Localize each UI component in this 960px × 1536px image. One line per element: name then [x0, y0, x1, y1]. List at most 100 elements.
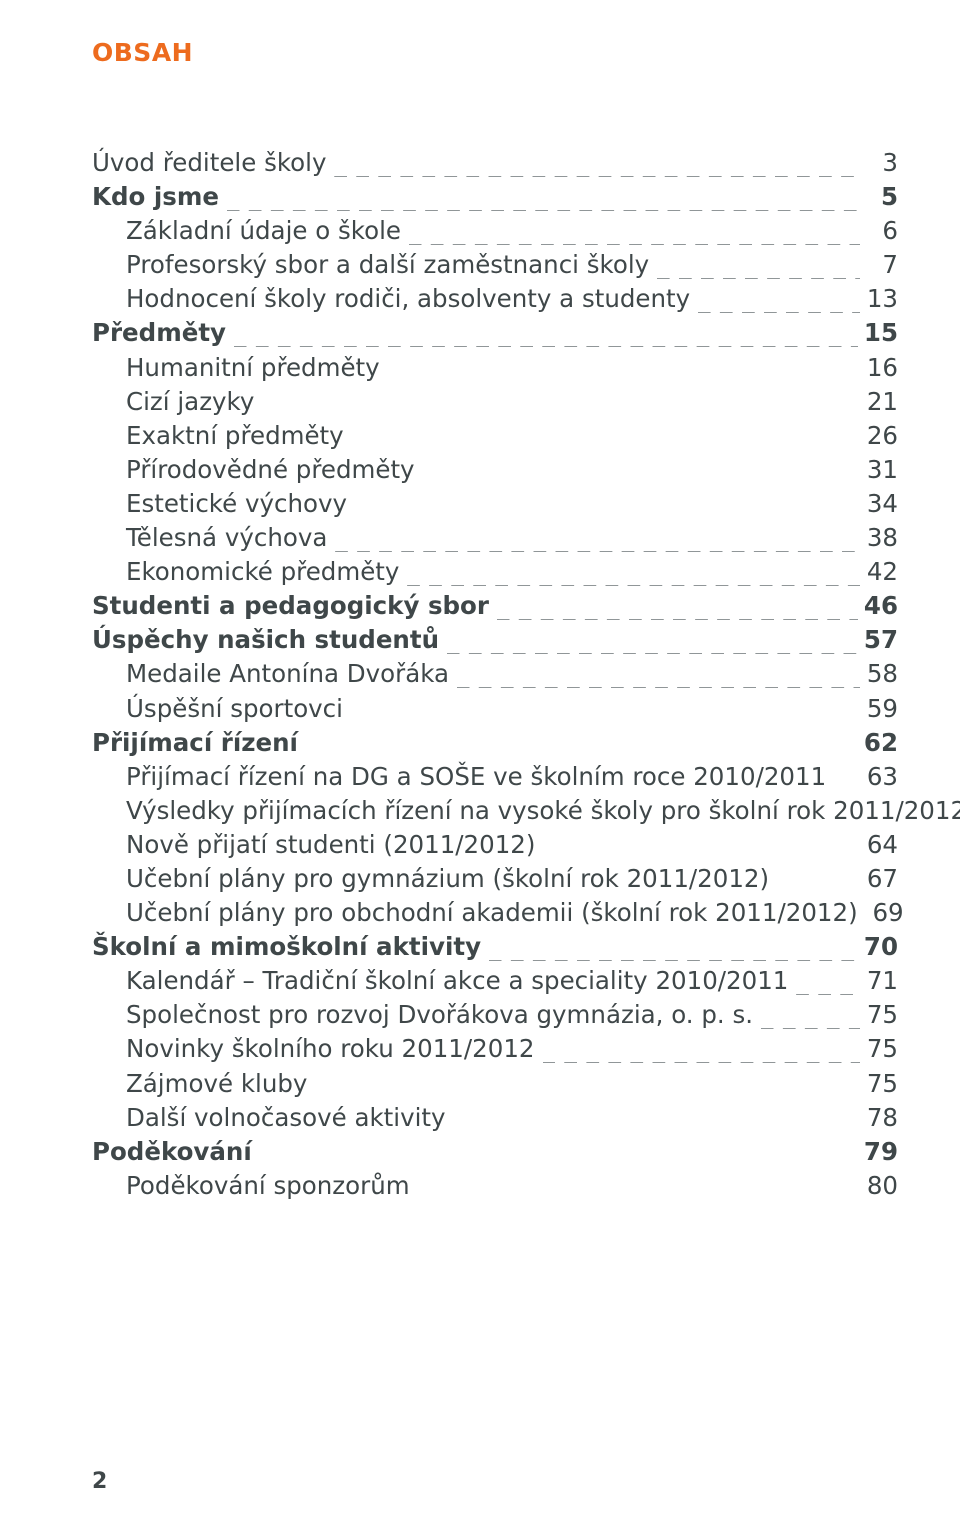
toc-row: Nově přijatí studenti (2011/2012)64 [92, 833, 898, 858]
toc-page: 71 [866, 969, 898, 994]
toc-row: Kdo jsme 5 [92, 185, 898, 210]
toc-label: Kalendář – Tradiční školní akce a specia… [126, 969, 788, 994]
toc-label: Další volnočasové aktivity [126, 1106, 445, 1131]
toc-leader [543, 1038, 861, 1063]
toc-row: Medaile Antonína Dvořáka 58 [92, 662, 898, 687]
toc-page: 5 [866, 185, 898, 210]
toc-page: 26 [866, 424, 898, 449]
toc-leader [388, 357, 860, 382]
toc-label: Úvod ředitele školy [92, 151, 326, 176]
toc-page: 62 [864, 731, 898, 756]
page-number: 2 [92, 1469, 107, 1494]
toc-row: Učební plány pro obchodní akademii (škol… [92, 901, 898, 926]
toc-page: 64 [866, 833, 898, 858]
toc-leader [834, 766, 860, 791]
toc-label: Medaile Antonína Dvořáka [126, 662, 449, 687]
toc-leader [497, 595, 858, 620]
toc-page: 34 [866, 492, 898, 517]
toc-title: OBSAH [92, 38, 898, 67]
toc-label: Školní a mimoškolní aktivity [92, 935, 481, 960]
toc-leader [351, 698, 860, 723]
toc-label: Studenti a pedagogický sbor [92, 594, 489, 619]
toc-label: Přírodovědné předměty [126, 458, 415, 483]
toc-label: Učební plány pro obchodní akademii (škol… [126, 901, 858, 926]
toc-label: Předměty [92, 321, 226, 346]
toc-label: Základní údaje o škole [126, 219, 401, 244]
toc-row: Novinky školního roku 2011/201275 [92, 1037, 898, 1062]
toc-label: Společnost pro rozvoj Dvořákova gymnázia… [126, 1003, 753, 1028]
toc-label: Zájmové kluby [126, 1072, 307, 1097]
toc-page: 75 [866, 1003, 898, 1028]
toc-page: 58 [866, 662, 898, 687]
toc-row: Humanitní předměty16 [92, 356, 898, 381]
toc-label: Úspěchy našich studentů [92, 628, 439, 653]
toc-page: 80 [866, 1174, 898, 1199]
toc-page: 70 [864, 935, 898, 960]
toc-page: 59 [866, 697, 898, 722]
toc-row: Přijímací řízení62 [92, 731, 898, 756]
toc-leader [262, 391, 860, 416]
toc-page: 57 [864, 628, 898, 653]
toc-leader [543, 834, 860, 859]
toc-leader [407, 561, 860, 586]
page: OBSAH Úvod ředitele školy 3 Kdo jsme 5 Zákla… [0, 0, 960, 1536]
toc-leader [335, 527, 860, 552]
toc-label: Cizí jazyky [126, 390, 254, 415]
toc-row: Tělesná výchova38 [92, 526, 898, 551]
toc-row: Poděkování sponzorům 80 [92, 1174, 898, 1199]
toc-row: Společnost pro rozvoj Dvořákova gymnázia… [92, 1003, 898, 1028]
toc-label: Poděkování [92, 1140, 252, 1165]
toc-row: Úspěšní sportovci 59 [92, 697, 898, 722]
toc-row: Předměty 15 [92, 321, 898, 346]
toc-page: 78 [866, 1106, 898, 1131]
toc-page: 15 [864, 321, 898, 346]
toc-page: 16 [866, 356, 898, 381]
toc-row: Ekonomické předměty42 [92, 560, 898, 585]
toc-label: Hodnocení školy rodiči, absolventy a stu… [126, 287, 690, 312]
toc-label: Kdo jsme [92, 185, 219, 210]
toc-row: Výsledky přijímacích řízení na vysoké šk… [92, 799, 898, 824]
toc-leader [457, 663, 860, 688]
toc-page: 46 [864, 594, 898, 619]
toc-row: Přijímací řízení na DG a SOŠE ve školním… [92, 765, 898, 790]
toc-page: 21 [866, 390, 898, 415]
toc-page: 13 [866, 287, 898, 312]
toc-row: Základní údaje o škole6 [92, 219, 898, 244]
toc-page: 79 [864, 1140, 898, 1165]
toc-row: Úvod ředitele školy 3 [92, 151, 898, 176]
toc-leader [698, 288, 860, 313]
toc-page: 7 [866, 253, 898, 278]
toc-row: Učební plány pro gymnázium (školní rok 2… [92, 867, 898, 892]
toc-leader [234, 322, 858, 347]
toc-page: 31 [866, 458, 898, 483]
toc-leader [761, 1004, 860, 1029]
toc-row: Úspěchy našich studentů 57 [92, 628, 898, 653]
toc-leader [657, 254, 860, 279]
toc-row: Zájmové kluby 75 [92, 1072, 898, 1097]
toc-label: Profesorský sbor a další zaměstnanci ško… [126, 253, 649, 278]
toc-page: 69 [872, 901, 904, 926]
toc-page: 75 [866, 1072, 898, 1097]
toc-row: Další volnočasové aktivity 78 [92, 1106, 898, 1131]
toc-leader [409, 220, 860, 245]
toc-leader [453, 1107, 860, 1132]
toc-page: 67 [866, 867, 898, 892]
toc-page: 42 [866, 560, 898, 585]
toc-page: 3 [866, 151, 898, 176]
toc-leader [260, 1141, 858, 1166]
toc-row: Kalendář – Tradiční školní akce a specia… [92, 969, 898, 994]
toc-row: Profesorský sbor a další zaměstnanci ško… [92, 253, 898, 278]
toc-label: Úspěšní sportovci [126, 697, 343, 722]
toc-page: 75 [866, 1037, 898, 1062]
toc-leader [306, 732, 858, 757]
toc-leader [352, 425, 860, 450]
toc-row: Estetické výchovy 34 [92, 492, 898, 517]
toc-label: Tělesná výchova [126, 526, 327, 551]
toc-label: Poděkování sponzorům [126, 1174, 410, 1199]
toc-row: Přírodovědné předměty 31 [92, 458, 898, 483]
toc-row: Školní a mimoškolní aktivity 70 [92, 935, 898, 960]
toc-page: 63 [866, 765, 898, 790]
toc-leader [418, 1175, 860, 1200]
toc-label: Estetické výchovy [126, 492, 347, 517]
toc-list: Úvod ředitele školy 3 Kdo jsme 5 Základní úd… [92, 151, 898, 1208]
